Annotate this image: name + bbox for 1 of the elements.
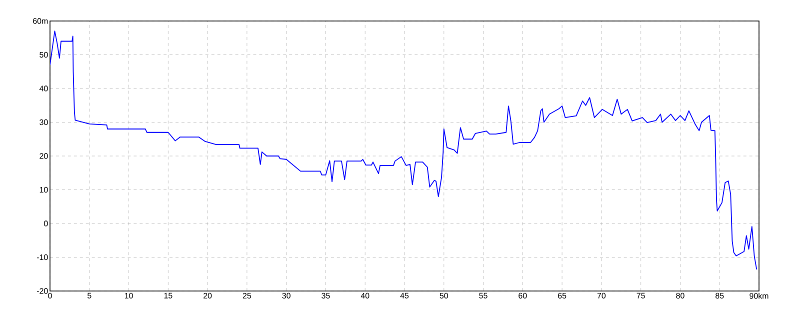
- line-series: [50, 30, 758, 270]
